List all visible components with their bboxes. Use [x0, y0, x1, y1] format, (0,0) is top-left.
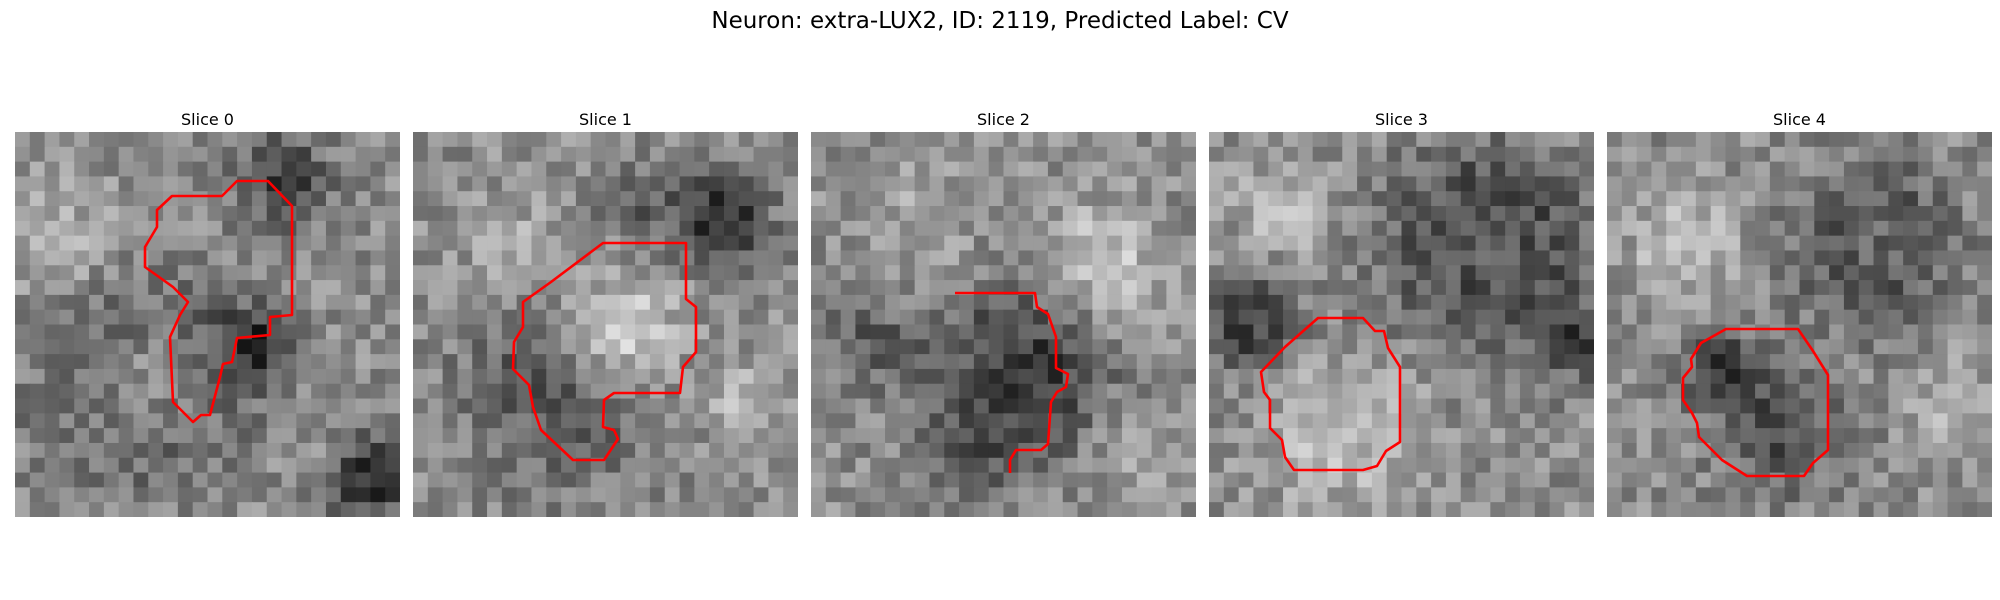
slice-panel-4: Slice 4: [1607, 108, 1992, 517]
figure-title: Neuron: extra-LUX2, ID: 2119, Predicted …: [711, 8, 1289, 34]
segmentation-contour: [143, 179, 294, 424]
slice-title: Slice 2: [977, 110, 1030, 129]
slice-image: [811, 132, 1196, 517]
slice-image: [1607, 132, 1992, 517]
slice-panel-2: Slice 2: [811, 108, 1196, 517]
slice-panel-3: Slice 3: [1209, 108, 1594, 517]
segmentation-contour: [1681, 327, 1830, 478]
slice-title: Slice 3: [1375, 110, 1428, 129]
slice-image: [413, 132, 798, 517]
slice-image: [15, 132, 400, 517]
segmentation-contour: [955, 291, 1070, 473]
slice-title: Slice 0: [181, 110, 234, 129]
segmentation-contour: [1259, 316, 1402, 472]
slice-title: Slice 1: [579, 110, 632, 129]
slice-panel-0: Slice 0: [15, 108, 400, 517]
slice-image: [1209, 132, 1594, 517]
slice-panel-1: Slice 1: [413, 108, 798, 517]
segmentation-contour: [511, 241, 698, 462]
slice-title: Slice 4: [1773, 110, 1826, 129]
